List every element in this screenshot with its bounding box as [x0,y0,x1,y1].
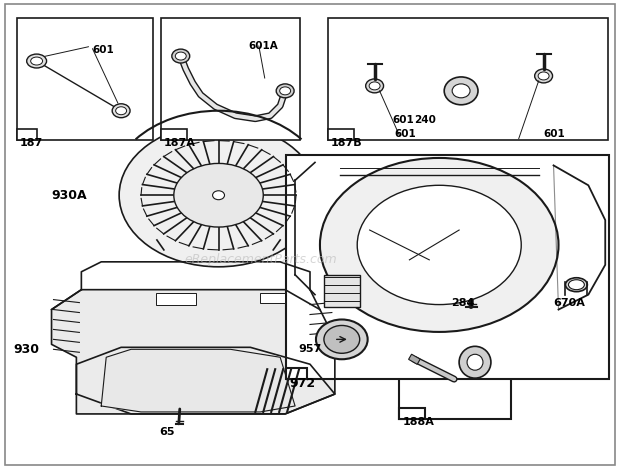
Ellipse shape [175,52,186,60]
Bar [161,18,300,140]
Ellipse shape [569,280,585,290]
Ellipse shape [213,191,224,200]
Bar [17,129,37,140]
Ellipse shape [172,49,190,63]
Ellipse shape [276,84,294,98]
Text: 930A: 930A [51,189,87,202]
Ellipse shape [30,57,43,65]
Ellipse shape [27,54,46,68]
Bar [260,293,285,303]
Bar [328,18,608,140]
Text: 240: 240 [414,114,436,125]
Text: 930: 930 [14,343,40,356]
Text: 187: 187 [20,137,43,148]
Circle shape [459,346,491,378]
Polygon shape [51,290,335,414]
Bar [399,340,511,419]
Ellipse shape [116,107,126,115]
Text: 284: 284 [451,297,474,308]
Text: 670A: 670A [554,297,585,308]
Ellipse shape [444,77,478,105]
Ellipse shape [369,82,380,90]
Polygon shape [101,349,295,412]
Text: 187A: 187A [164,137,196,148]
Ellipse shape [316,319,368,359]
Ellipse shape [565,278,587,292]
Bar [161,129,187,140]
Ellipse shape [538,72,549,80]
Text: 601: 601 [544,129,565,138]
Text: 601A: 601A [249,41,278,51]
Ellipse shape [112,104,130,118]
Circle shape [467,354,483,370]
Ellipse shape [357,185,521,304]
Ellipse shape [324,325,360,353]
Bar [328,129,354,140]
Text: 601: 601 [392,114,414,125]
Text: 188A: 188A [402,417,435,427]
Ellipse shape [119,124,318,267]
Text: 65: 65 [159,427,174,437]
Bar [409,354,420,364]
Bar [324,275,360,307]
Bar [156,293,196,304]
Text: 972: 972 [289,377,315,390]
Text: 601: 601 [92,45,114,55]
Ellipse shape [534,69,552,83]
Text: eReplacementParts.com: eReplacementParts.com [184,253,337,266]
Text: 187B: 187B [331,137,363,148]
Ellipse shape [174,163,264,227]
Bar [17,18,153,140]
Ellipse shape [452,84,470,98]
Text: 957: 957 [298,344,321,354]
Ellipse shape [366,79,384,93]
Bar [399,408,425,419]
Ellipse shape [280,87,291,95]
Text: 601: 601 [394,129,416,138]
Bar [286,155,609,379]
Bar [286,368,306,379]
Polygon shape [76,348,335,414]
Ellipse shape [320,158,559,332]
